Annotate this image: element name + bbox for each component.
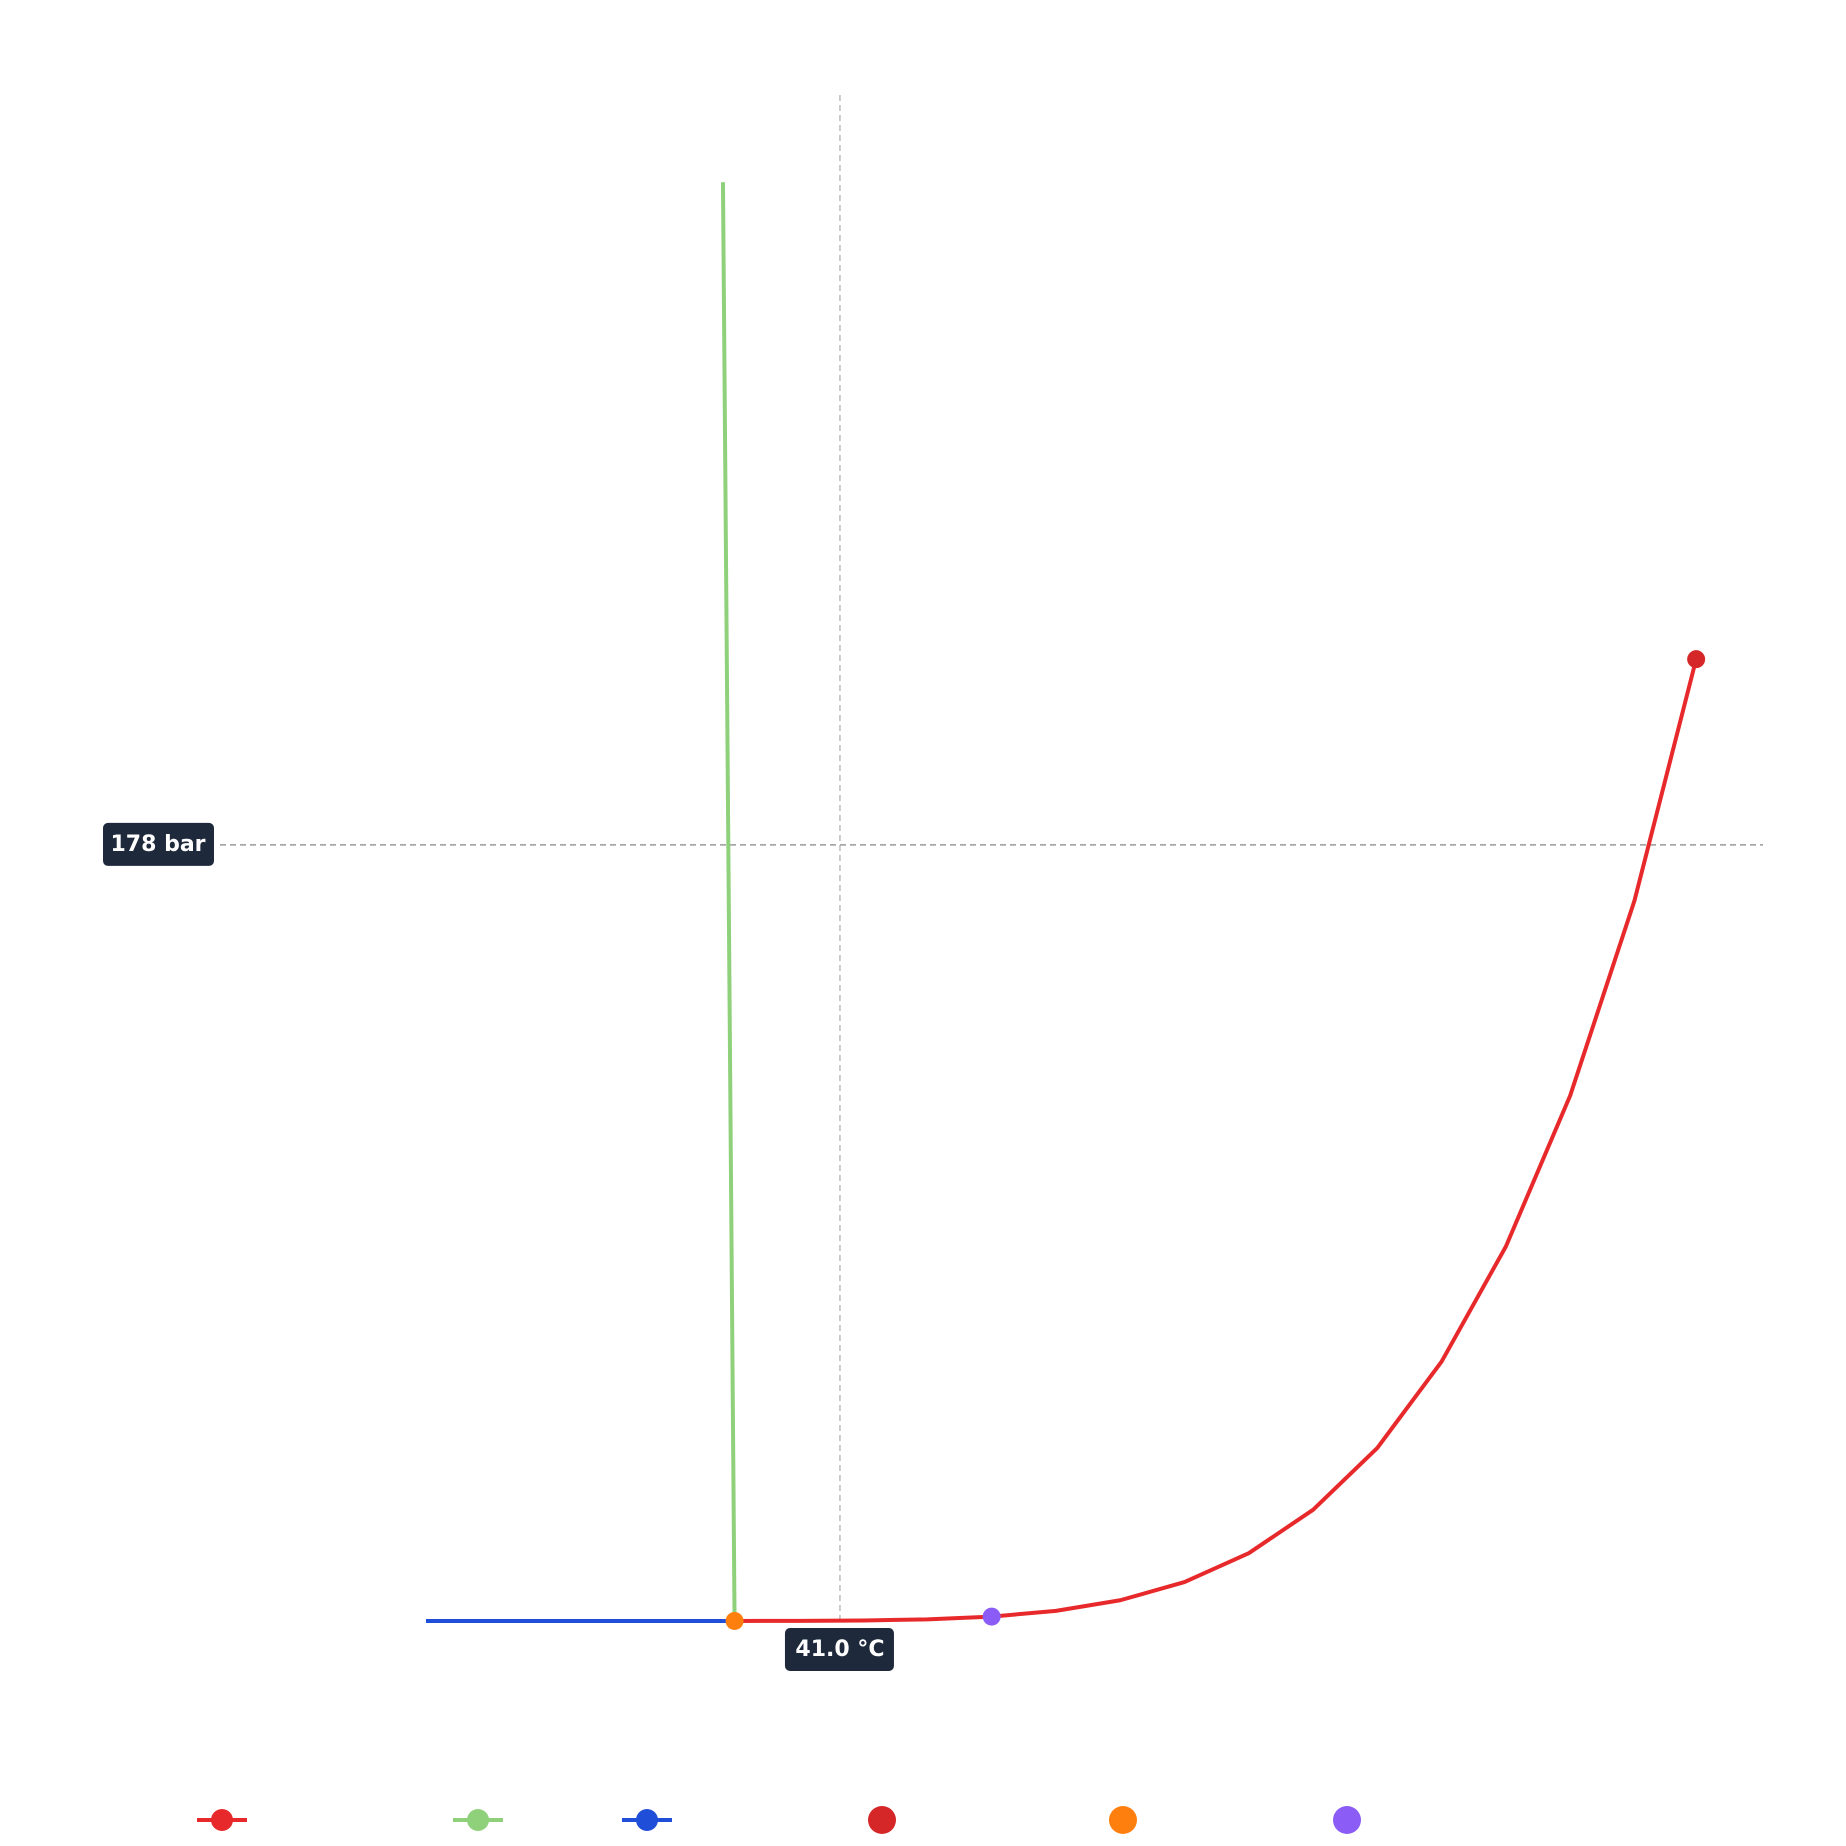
legend-marker	[1333, 1806, 1361, 1834]
legend-marker	[467, 1809, 489, 1831]
point-marker	[982, 1607, 1001, 1626]
series-line	[720, 182, 737, 1621]
legend-marker	[868, 1806, 896, 1834]
y-crosshair-label: 178 bar	[110, 832, 205, 857]
x-crosshair-label-box	[784, 1628, 894, 1671]
legend-marker	[1109, 1806, 1137, 1834]
legend-marker	[636, 1809, 658, 1831]
y-crosshair-label-box	[103, 822, 214, 866]
legend-marker	[211, 1809, 233, 1831]
x-crosshair-label: 41.0 °C	[795, 1637, 884, 1662]
series-line	[734, 658, 1699, 1623]
point-marker	[1687, 650, 1706, 669]
point-marker	[725, 1611, 744, 1630]
